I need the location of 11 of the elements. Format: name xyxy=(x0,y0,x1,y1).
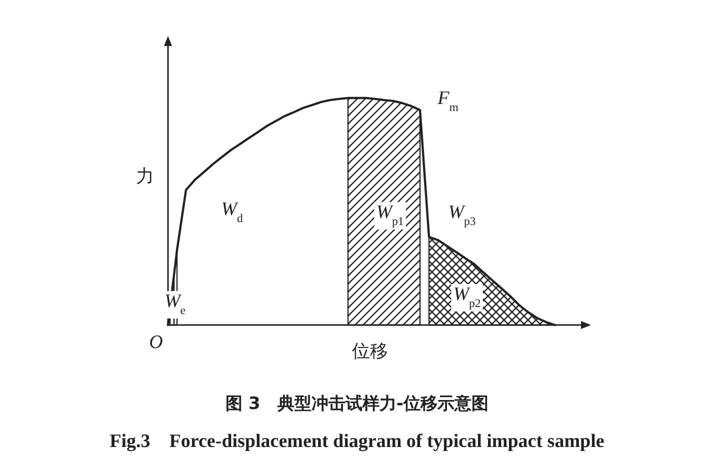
annotation: W$_{p1}$ xyxy=(376,202,404,228)
y-axis-title: 力 xyxy=(136,166,154,187)
annotation: W$_{p3}$ xyxy=(448,202,476,228)
annotation: W$_{p2}$ xyxy=(453,284,481,310)
text: 图 3 典型冲击试样力-位移示意图 xyxy=(226,394,488,414)
x-axis-title: 位移 xyxy=(352,341,388,362)
text: O xyxy=(149,332,164,353)
annotation: W$_{d}$ xyxy=(221,199,243,224)
text: Fig.3 Force-displacement diagram of typical impact sample xyxy=(110,431,604,452)
annotation: F$_{m}$ xyxy=(436,88,458,114)
annotation: W$_{e}$ xyxy=(164,291,186,316)
